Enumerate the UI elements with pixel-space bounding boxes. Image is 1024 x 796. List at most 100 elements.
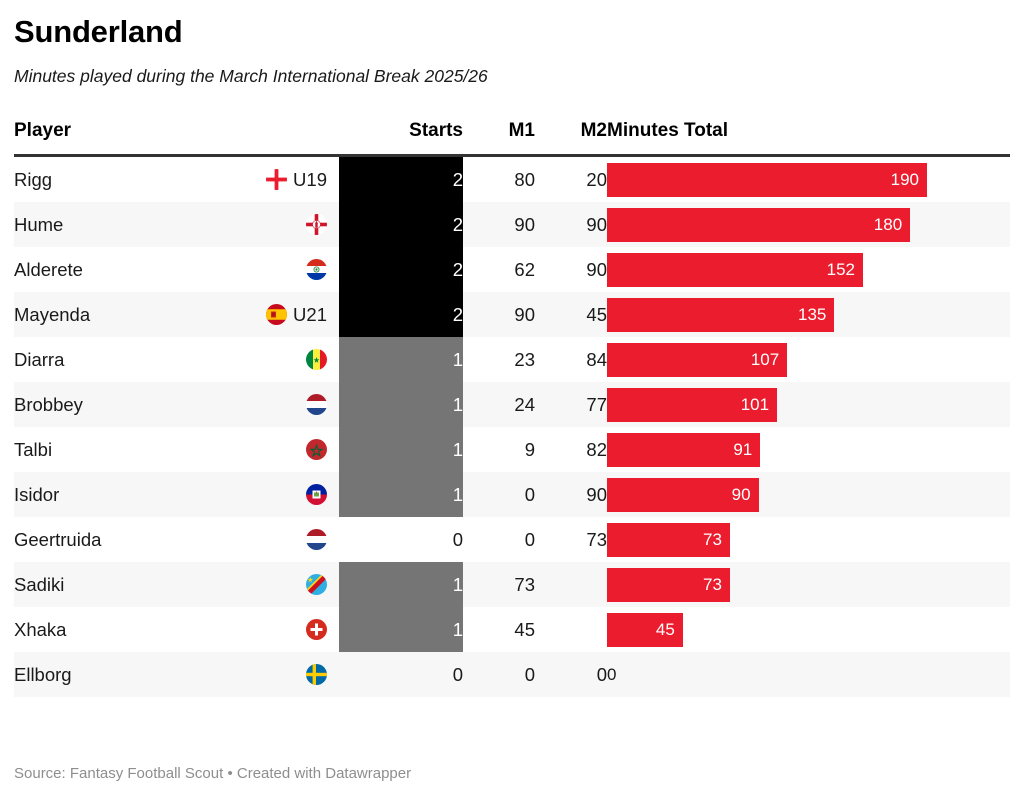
bar-track: 0	[607, 652, 1010, 697]
minutes-bar: 73	[607, 522, 730, 557]
bar-track: 73	[607, 562, 1010, 607]
cell-player: Sadiki	[14, 562, 339, 607]
bar-value-label: 45	[655, 619, 675, 639]
player-name: Geertruida	[14, 528, 102, 550]
table-header: Player Starts M1 M2 Minutes Total	[14, 120, 1010, 157]
player-name: Diarra	[14, 348, 65, 370]
age-group-tag: U19	[293, 168, 327, 190]
cell-player: Mayenda U21	[14, 292, 339, 337]
cell-player: Isidor	[14, 472, 339, 517]
cell-m1: 90	[463, 292, 535, 337]
bar-value-label: 107	[750, 349, 780, 369]
cell-m1: 23	[514, 348, 535, 370]
cell-m2: 84	[586, 348, 607, 370]
cell-starts: 1	[339, 472, 463, 517]
northern-ireland-flag-icon	[306, 214, 327, 235]
cell-minutes-total: 73	[607, 562, 1010, 607]
cell-m2: 77	[535, 382, 607, 427]
player-name: Hume	[14, 213, 64, 235]
player-name: Sadiki	[14, 573, 65, 595]
column-header-player: Player	[14, 120, 339, 157]
bar-track: 107	[607, 337, 1010, 382]
cell-player: Talbi	[14, 427, 339, 472]
bar-track: 190	[607, 157, 1010, 202]
cell-minutes-total: 0	[607, 652, 1010, 697]
minutes-bar: 152	[607, 252, 863, 287]
bar-value-label: 135	[797, 304, 827, 324]
cell-player: Brobbey	[14, 382, 339, 427]
player-nation-group	[306, 652, 327, 697]
cell-m1: 24	[463, 382, 535, 427]
cell-m2	[535, 562, 607, 607]
bar-value-label: 73	[703, 529, 722, 549]
cell-minutes-total: 107	[607, 337, 1010, 382]
bar-track: 90	[607, 472, 1010, 517]
player-nation-group	[306, 202, 327, 247]
player-nation-group	[306, 562, 327, 607]
table-row: Xhaka 1 45 45	[14, 607, 1010, 652]
table-row: Ellborg 0 0 0 0	[14, 652, 1010, 697]
table-row: Talbi 1 9 82 91	[14, 427, 1010, 472]
table-row: Geertruida 0 0 73 73	[14, 517, 1010, 562]
cell-starts: 2	[339, 292, 463, 337]
cell-starts: 2	[339, 155, 463, 202]
cell-m1: 73	[463, 562, 535, 607]
cell-player: Geertruida	[14, 517, 339, 562]
table-row: Diarra 1 23 84 107	[14, 337, 1010, 382]
player-name: Brobbey	[14, 393, 83, 415]
cell-player: Ellborg	[14, 652, 339, 697]
bar-value-label: 91	[733, 439, 753, 459]
cell-minutes-total: 180	[607, 202, 1010, 247]
cell-starts: 0	[339, 652, 463, 697]
cell-m2: 73	[586, 528, 607, 550]
cell-player: Hume	[14, 202, 339, 247]
player-nation-group: U21	[266, 292, 327, 337]
table-row: Alderete 2 62 90 152	[14, 247, 1010, 292]
player-nation-group	[306, 337, 327, 382]
cell-player: Xhaka	[14, 607, 339, 652]
minutes-bar: 190	[607, 162, 927, 197]
cell-m1: 0	[463, 472, 535, 517]
cell-starts: 1	[339, 337, 463, 382]
cell-m2: 45	[535, 292, 607, 337]
minutes-bar: 45	[607, 612, 683, 647]
haiti-flag-icon	[306, 484, 327, 505]
netherlands-flag-icon	[306, 529, 327, 550]
cell-starts: 2	[339, 202, 463, 247]
bar-track: 180	[607, 202, 1010, 247]
cell-m2: 90	[535, 472, 607, 517]
cell-m2: 0	[535, 652, 607, 697]
cell-starts: 2	[339, 247, 463, 292]
bar-value-label: 190	[890, 169, 919, 189]
cell-m2: 20	[586, 168, 607, 190]
netherlands-flag-icon	[306, 394, 327, 415]
table-row: Rigg U19 2 80 20 190	[14, 155, 1010, 202]
sweden-flag-icon	[306, 664, 327, 685]
spain-flag-icon	[266, 304, 288, 325]
cell-m2	[535, 607, 607, 652]
bar-track: 152	[607, 247, 1010, 292]
cell-starts: 1	[339, 427, 463, 472]
page-subtitle: Minutes played during the March Internat…	[14, 66, 488, 86]
player-name: Isidor	[14, 483, 60, 505]
table-row: Brobbey 1 24 77 101	[14, 382, 1010, 427]
minutes-bar: 101	[607, 387, 778, 422]
switzerland-flag-icon	[306, 619, 327, 640]
cell-player: Alderete	[14, 247, 339, 292]
player-nation-group: U19	[266, 157, 327, 202]
bar-track: 91	[607, 427, 1010, 472]
minutes-bar: 180	[607, 207, 911, 242]
bar-track: 101	[607, 382, 1010, 427]
cell-player: Diarra	[14, 337, 339, 382]
bar-value-label: 152	[826, 259, 855, 279]
cell-m1: 80	[514, 168, 535, 190]
cell-m2: 90	[535, 202, 607, 247]
cell-m1: 90	[463, 202, 535, 247]
player-nation-group	[306, 517, 327, 562]
cell-m1: 62	[514, 258, 535, 280]
bar-track: 135	[607, 292, 1010, 337]
column-header-starts: Starts	[339, 120, 463, 157]
minutes-bar: 73	[607, 567, 730, 602]
cell-starts: 0	[452, 528, 463, 550]
